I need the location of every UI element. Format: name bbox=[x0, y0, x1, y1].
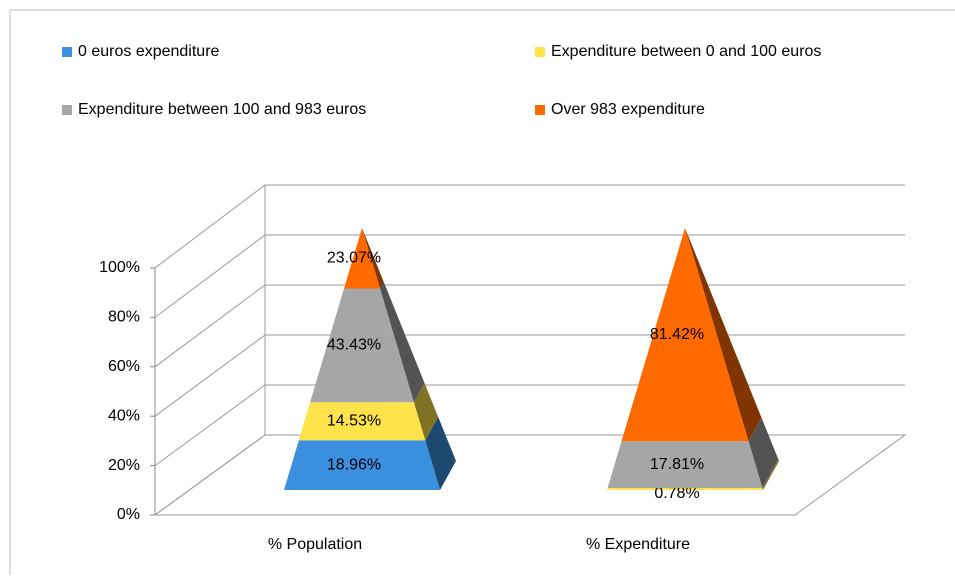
legend-swatch bbox=[62, 105, 72, 115]
grid-line bbox=[154, 184, 905, 269]
y-tick-label: 60% bbox=[108, 358, 140, 375]
legend-label: Expenditure between 100 and 983 euros bbox=[78, 101, 366, 118]
legend-swatch bbox=[535, 47, 545, 57]
data-label: 18.96% bbox=[327, 456, 381, 473]
legend-swatch bbox=[535, 105, 545, 115]
grid-line bbox=[154, 234, 905, 318]
grid-line bbox=[154, 334, 905, 417]
pyramid-side bbox=[685, 228, 762, 442]
x-tick-label: % Population bbox=[268, 536, 362, 553]
data-label: 43.43% bbox=[327, 337, 381, 354]
pyramid-side bbox=[425, 416, 456, 490]
legend-label: Over 983 expenditure bbox=[551, 101, 705, 118]
pyramid-segment bbox=[621, 228, 749, 442]
legend-swatch bbox=[62, 47, 72, 57]
legend-label: 0 euros expenditure bbox=[78, 43, 220, 60]
grid-line bbox=[154, 384, 905, 467]
pyramid-side bbox=[379, 281, 425, 403]
y-tick-label: 100% bbox=[99, 259, 140, 276]
y-tick-label: 80% bbox=[108, 309, 140, 326]
y-tick-label: 20% bbox=[108, 457, 140, 474]
grid-line bbox=[154, 434, 905, 516]
pyramid-segment bbox=[298, 402, 426, 441]
data-label: 0.78% bbox=[654, 485, 699, 502]
pyramid-side bbox=[413, 382, 439, 441]
pyramid-segment bbox=[310, 288, 414, 403]
y-tick-label: 0% bbox=[117, 506, 140, 523]
pyramid-segment bbox=[607, 441, 763, 488]
pyramid-side bbox=[762, 459, 779, 490]
data-label: 14.53% bbox=[327, 413, 381, 430]
pyramid-segment bbox=[607, 487, 763, 490]
pyramid-side bbox=[362, 228, 384, 289]
pyramid-segment bbox=[344, 228, 380, 289]
data-label: 81.42% bbox=[650, 326, 704, 343]
y-tick-label: 40% bbox=[108, 407, 140, 424]
data-label: 23.07% bbox=[327, 249, 381, 266]
pyramid-segment bbox=[284, 440, 440, 490]
legend-label: Expenditure between 0 and 100 euros bbox=[551, 43, 821, 60]
pyramid-side bbox=[748, 417, 779, 488]
data-label: 17.81% bbox=[650, 456, 704, 473]
grid-line bbox=[154, 284, 905, 368]
x-tick-label: % Expenditure bbox=[586, 536, 690, 553]
